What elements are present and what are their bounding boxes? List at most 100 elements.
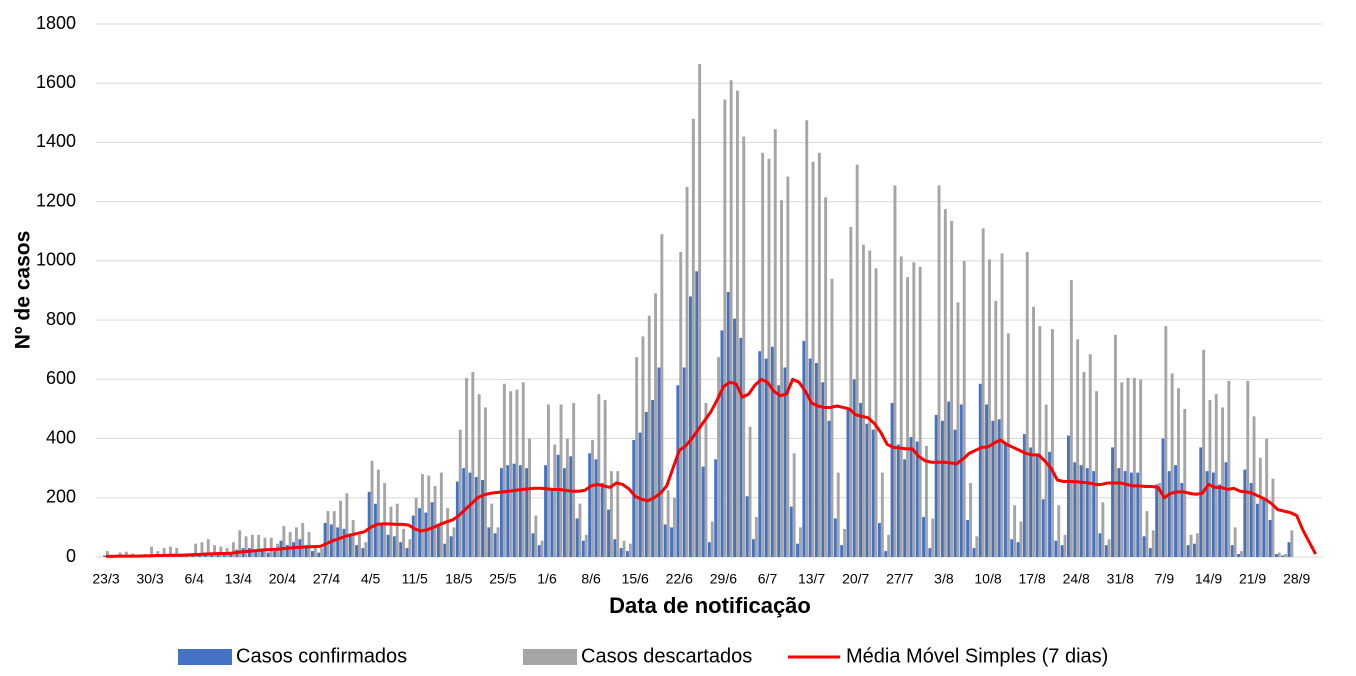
bar xyxy=(1067,435,1070,557)
bar xyxy=(770,346,774,557)
y-tick-label: 800 xyxy=(46,309,76,329)
bar xyxy=(792,453,796,557)
bar xyxy=(506,465,510,557)
bar xyxy=(701,466,705,557)
bar xyxy=(581,540,585,557)
bar xyxy=(742,136,746,557)
bar xyxy=(726,291,730,557)
bar xyxy=(691,118,695,557)
bar xyxy=(796,543,799,557)
bar xyxy=(263,537,267,557)
x-tick-label: 23/3 xyxy=(92,571,119,587)
bar xyxy=(1079,465,1083,557)
bar xyxy=(862,244,865,557)
bar xyxy=(216,554,220,557)
bar xyxy=(257,534,261,557)
bar xyxy=(994,300,998,557)
bar xyxy=(1287,542,1291,557)
bar xyxy=(622,540,626,557)
bar xyxy=(229,554,232,557)
bar xyxy=(575,518,579,557)
bar xyxy=(934,414,938,557)
bar xyxy=(1268,519,1272,557)
bar xyxy=(767,158,771,557)
bar xyxy=(1186,545,1190,557)
bar xyxy=(600,482,604,557)
bar xyxy=(285,545,289,557)
x-tick-label: 21/9 xyxy=(1239,571,1266,587)
legend-swatch xyxy=(178,649,232,665)
x-axis-label: Data de notificação xyxy=(609,593,811,618)
bar xyxy=(468,472,472,557)
bar xyxy=(988,259,991,557)
bar xyxy=(1000,253,1004,557)
bar xyxy=(707,542,711,557)
bar xyxy=(449,536,453,557)
bar xyxy=(849,226,853,557)
x-tick-label: 13/7 xyxy=(798,571,825,587)
bar xyxy=(515,389,519,557)
x-tick-label: 17/8 xyxy=(1018,571,1045,587)
bar xyxy=(783,367,787,557)
bar xyxy=(244,536,248,557)
bar xyxy=(559,404,563,557)
bar xyxy=(345,493,349,557)
bar xyxy=(124,551,128,557)
bar xyxy=(496,527,500,557)
bar xyxy=(1177,388,1180,557)
bar xyxy=(569,456,573,557)
y-tick-label: 1200 xyxy=(36,190,76,210)
bar xyxy=(1284,554,1287,557)
bar xyxy=(619,548,623,557)
bar xyxy=(374,503,377,557)
bar xyxy=(323,522,327,557)
bar xyxy=(544,465,547,557)
bar xyxy=(786,176,790,557)
y-tick-label: 200 xyxy=(46,487,76,507)
x-tick-label: 25/5 xyxy=(489,571,516,587)
bar xyxy=(578,503,582,557)
moving-average-line xyxy=(106,377,1317,558)
bar xyxy=(389,506,393,557)
bar xyxy=(878,522,881,557)
bar xyxy=(1111,447,1114,557)
x-tick-label: 27/7 xyxy=(886,571,913,587)
bar xyxy=(103,555,106,557)
bar xyxy=(1189,534,1193,557)
bar xyxy=(689,296,692,557)
bar xyxy=(1262,497,1266,557)
bar xyxy=(1211,472,1215,557)
bar xyxy=(355,545,358,557)
bar xyxy=(953,429,957,557)
bar xyxy=(647,315,651,557)
x-tick-label: 29/6 xyxy=(710,571,737,587)
bar xyxy=(679,252,683,557)
x-tick-label: 20/4 xyxy=(269,571,296,587)
bar xyxy=(1069,280,1073,557)
bar xyxy=(959,404,963,557)
bar xyxy=(1240,551,1243,557)
bar xyxy=(1205,471,1209,557)
legend-label: Casos descartados xyxy=(581,645,752,667)
bar xyxy=(531,533,535,557)
bar xyxy=(411,515,415,557)
bar xyxy=(941,420,944,557)
bar xyxy=(317,552,321,557)
legend-swatch xyxy=(523,649,577,665)
bar xyxy=(537,545,541,557)
bar xyxy=(947,401,951,557)
bar xyxy=(666,490,670,557)
bar xyxy=(1227,380,1231,557)
bar xyxy=(1048,451,1051,557)
bar xyxy=(376,469,380,557)
bar xyxy=(443,543,447,557)
bar xyxy=(1051,328,1054,557)
x-tick-label: 4/5 xyxy=(361,571,381,587)
bar xyxy=(1082,371,1086,557)
bar xyxy=(474,477,478,557)
bar xyxy=(1145,511,1149,557)
bar xyxy=(931,518,935,557)
bar xyxy=(1016,542,1020,557)
bar xyxy=(490,503,494,557)
bar xyxy=(1199,447,1203,557)
